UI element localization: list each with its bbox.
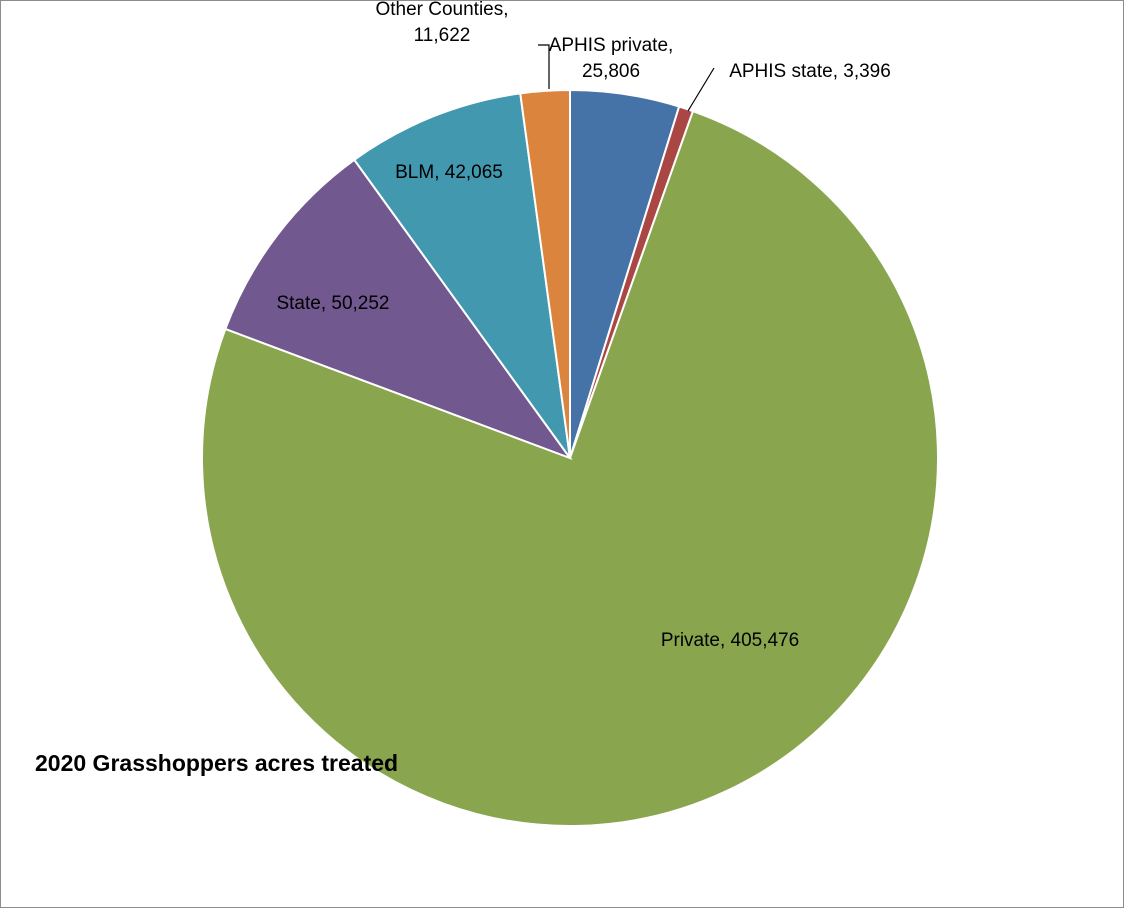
- slice-label-aphis-state: APHIS state, 3,396: [729, 61, 891, 82]
- slice-label-aphis-private: APHIS private, 25,806: [549, 35, 674, 82]
- leader-lines: [538, 44, 715, 112]
- pie-slice-private: [201, 109, 939, 827]
- slice-label-private: Private, 405,476: [661, 630, 799, 651]
- chart-title: 2020 Grasshoppers acres treated: [35, 750, 398, 776]
- pie-slice-blm: [352, 92, 571, 459]
- leader-line-aphis-private: [538, 44, 550, 89]
- slice-label-other-counties: Other Counties, 11,622: [375, 1, 508, 46]
- pie-slices: [201, 88, 939, 827]
- pie-slice-state: [224, 158, 573, 461]
- leader-line-aphis-state: [687, 67, 715, 112]
- slice-label-state: State, 50,252: [276, 293, 389, 314]
- slice-labels: APHIS private, 25,806 APHIS state, 3,396 Pr…: [276, 1, 890, 651]
- slice-label-blm: BLM, 42,065: [395, 162, 503, 183]
- pie-slice-other-counties: [519, 88, 571, 459]
